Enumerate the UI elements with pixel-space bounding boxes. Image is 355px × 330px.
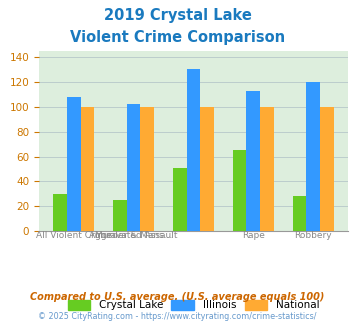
Bar bbox=[67, 97, 81, 231]
Text: All Violent Crime: All Violent Crime bbox=[36, 231, 111, 240]
Bar bbox=[233, 150, 246, 231]
Bar bbox=[187, 69, 200, 231]
Bar bbox=[141, 107, 154, 231]
Text: © 2025 CityRating.com - https://www.cityrating.com/crime-statistics/: © 2025 CityRating.com - https://www.city… bbox=[38, 312, 317, 321]
Bar bbox=[53, 194, 67, 231]
Bar bbox=[246, 91, 260, 231]
Text: 2019 Crystal Lake: 2019 Crystal Lake bbox=[104, 8, 251, 23]
Bar bbox=[173, 168, 187, 231]
Text: Murder & Mans...: Murder & Mans... bbox=[95, 231, 172, 240]
Text: Compared to U.S. average. (U.S. average equals 100): Compared to U.S. average. (U.S. average … bbox=[30, 292, 325, 302]
Bar bbox=[113, 200, 127, 231]
Text: Robbery: Robbery bbox=[294, 231, 332, 240]
Text: Violent Crime Comparison: Violent Crime Comparison bbox=[70, 30, 285, 45]
Bar bbox=[81, 107, 94, 231]
Bar bbox=[293, 196, 306, 231]
Bar bbox=[260, 107, 274, 231]
Bar bbox=[127, 105, 141, 231]
Text: Aggravated Assault: Aggravated Assault bbox=[89, 231, 178, 240]
Text: Rape: Rape bbox=[242, 231, 265, 240]
Bar bbox=[200, 107, 214, 231]
Bar bbox=[320, 107, 334, 231]
Legend: Crystal Lake, Illinois, National: Crystal Lake, Illinois, National bbox=[63, 296, 324, 314]
Bar bbox=[306, 82, 320, 231]
